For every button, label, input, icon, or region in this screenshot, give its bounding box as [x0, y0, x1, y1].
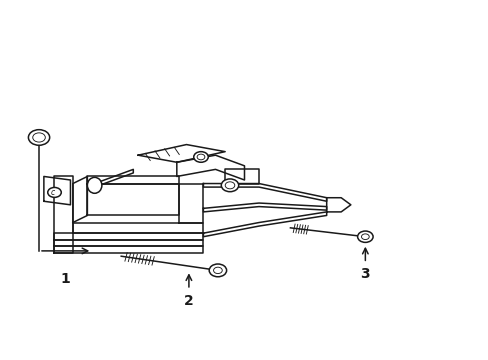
Circle shape	[48, 188, 61, 197]
Polygon shape	[44, 176, 70, 205]
Polygon shape	[224, 169, 259, 184]
Polygon shape	[179, 184, 203, 222]
Polygon shape	[73, 176, 87, 222]
Polygon shape	[53, 240, 203, 246]
Polygon shape	[73, 222, 203, 233]
Polygon shape	[95, 169, 133, 187]
Circle shape	[209, 264, 226, 277]
Polygon shape	[53, 233, 203, 240]
Circle shape	[28, 130, 50, 145]
Polygon shape	[203, 212, 326, 237]
Polygon shape	[87, 176, 179, 184]
Polygon shape	[53, 176, 73, 253]
Polygon shape	[177, 155, 244, 180]
Text: 3: 3	[360, 267, 369, 281]
Text: 1: 1	[61, 272, 70, 286]
Text: 2: 2	[183, 293, 193, 307]
Polygon shape	[138, 145, 224, 162]
Polygon shape	[203, 184, 326, 201]
Circle shape	[193, 152, 208, 162]
Text: c: c	[51, 188, 55, 197]
Polygon shape	[53, 246, 203, 253]
Circle shape	[221, 179, 238, 192]
Circle shape	[357, 231, 372, 242]
Polygon shape	[326, 198, 350, 212]
Ellipse shape	[87, 177, 102, 193]
Polygon shape	[203, 203, 326, 212]
Polygon shape	[87, 184, 179, 215]
